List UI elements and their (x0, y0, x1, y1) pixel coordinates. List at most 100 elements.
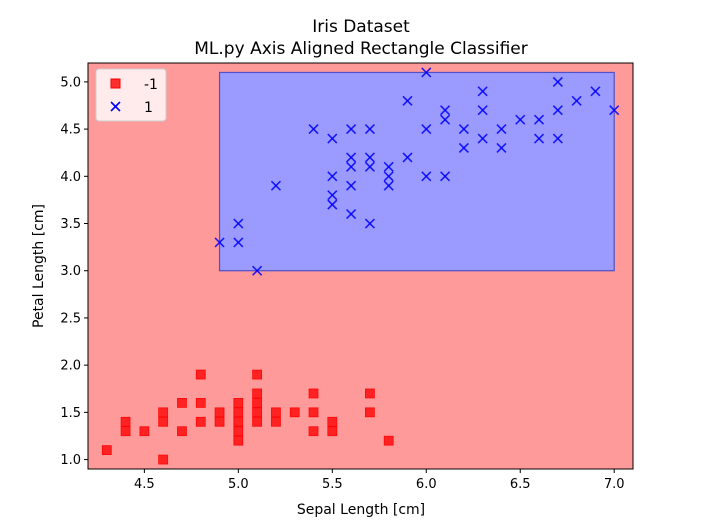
data-point-x (533, 114, 545, 125)
data-point-x-stroke (233, 218, 244, 229)
chart-title: Iris Dataset (312, 17, 410, 37)
data-point-x (421, 171, 432, 182)
data-point-x (327, 199, 338, 210)
data-point-x-stroke (552, 105, 563, 116)
data-point-x-stroke (402, 152, 413, 163)
x-tick-label: 7.0 (604, 477, 625, 492)
data-point-square (308, 426, 319, 437)
data-point-x (346, 124, 357, 135)
data-point-x (477, 105, 488, 116)
data-point-x (327, 171, 338, 182)
data-point-x-stroke (552, 133, 563, 144)
data-point-x-stroke (346, 180, 357, 191)
data-point-square (252, 398, 263, 408)
data-point-x (364, 218, 375, 229)
y-tick-label: 4.0 (60, 170, 81, 185)
data-point-square (308, 388, 319, 399)
y-tick-label: 2.0 (60, 359, 81, 374)
data-point-x-stroke (421, 171, 432, 182)
y-tick-label: 1.5 (60, 406, 81, 421)
data-point-x (383, 171, 394, 182)
series-negative (101, 369, 394, 465)
data-point-square (120, 416, 131, 427)
data-point-x (346, 161, 357, 172)
data-point-x-stroke (346, 124, 357, 135)
data-point-x-stroke (346, 152, 357, 163)
legend-label-negative: -1 (144, 77, 158, 93)
data-point-x (364, 124, 375, 135)
data-point-square (383, 435, 394, 446)
data-point-square (195, 398, 206, 408)
data-point-square (271, 407, 281, 418)
data-point-x (346, 209, 357, 220)
data-point-x-stroke (402, 95, 413, 106)
data-point-square (195, 416, 206, 427)
data-point-x-stroke (515, 114, 526, 125)
data-point-x-stroke (458, 142, 469, 154)
x-tick-label: 6.0 (416, 477, 437, 492)
data-point-square (233, 407, 244, 418)
x-tick-label: 6.5 (510, 477, 531, 492)
plot-area: 4.5 5.0 5.5 6.0 6.5 7.0 1.0 1.5 2.0 2.5 3.0 3.5 4.0 4… (60, 62, 634, 492)
data-point-x (346, 180, 357, 191)
data-point-x (214, 237, 225, 248)
series-positive (214, 67, 620, 276)
data-point-square (214, 416, 225, 427)
data-point-x (477, 133, 488, 144)
data-point-x-stroke (252, 265, 263, 276)
data-point-square (327, 416, 338, 427)
data-point-x-stroke (364, 161, 375, 172)
data-point-x-stroke (421, 124, 432, 135)
data-point-x-stroke (496, 142, 507, 154)
data-point-x-stroke (552, 76, 563, 87)
x-axis-label: Sepal Length [cm] (297, 502, 425, 518)
data-point-square (252, 388, 263, 399)
data-point-x (233, 237, 244, 248)
data-point-x-stroke (477, 105, 488, 116)
data-point-x (233, 218, 244, 229)
data-point-x-stroke (440, 114, 451, 125)
data-point-square (177, 426, 187, 437)
data-point-square (308, 407, 319, 418)
data-point-square (233, 398, 244, 408)
y-tick-label: 3.5 (60, 217, 81, 232)
data-point-x-stroke (327, 133, 338, 144)
data-point-x-stroke (364, 218, 375, 229)
data-point-x (327, 133, 338, 144)
data-point-square (158, 416, 169, 427)
data-point-x (609, 105, 620, 116)
data-point-x (421, 124, 432, 135)
data-point-x-stroke (571, 95, 582, 106)
data-point-x (346, 152, 357, 163)
data-point-x-stroke (364, 124, 375, 135)
data-point-x-stroke (383, 180, 394, 191)
data-point-x (440, 114, 451, 125)
data-point-x (458, 142, 469, 154)
y-tick-label: 4.5 (60, 123, 81, 138)
data-point-x-stroke (440, 171, 451, 182)
chart-subtitle: ML.py Axis Aligned Rectangle Classifier (194, 39, 527, 59)
data-point-square (252, 416, 263, 427)
data-point-square (214, 407, 225, 418)
data-point-x-stroke (609, 105, 620, 116)
data-point-x (383, 180, 394, 191)
legend-label-positive: 1 (144, 100, 153, 116)
data-point-x (440, 171, 451, 182)
data-point-x-stroke (590, 86, 601, 97)
data-point-x (402, 152, 413, 163)
data-point-x-stroke (214, 237, 225, 248)
data-point-square (252, 369, 263, 380)
x-tick-label: 5.5 (322, 477, 343, 492)
data-point-x-stroke (477, 86, 488, 97)
data-point-x (308, 124, 319, 135)
data-point-square (364, 388, 375, 399)
data-point-x (364, 152, 375, 163)
data-point-x (252, 265, 263, 276)
data-point-x (571, 95, 582, 106)
data-point-x-stroke (496, 124, 507, 135)
data-point-x-stroke (346, 161, 357, 172)
data-point-square (139, 426, 150, 437)
data-point-x (383, 161, 394, 172)
data-point-square (120, 426, 131, 437)
